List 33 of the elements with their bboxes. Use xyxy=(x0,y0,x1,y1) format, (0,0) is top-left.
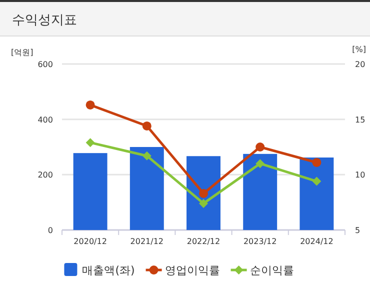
point xyxy=(256,159,265,168)
point xyxy=(142,121,152,130)
point xyxy=(199,188,208,198)
y2tick: 5 xyxy=(355,226,360,235)
xtick: 2024/12 xyxy=(300,237,334,246)
point xyxy=(86,100,95,110)
y2tick: 10 xyxy=(355,170,366,180)
y2tick: 20 xyxy=(355,60,366,69)
point xyxy=(256,142,265,152)
ytick: 600 xyxy=(38,60,53,69)
point xyxy=(312,158,322,167)
ytick: 200 xyxy=(38,170,53,180)
bar xyxy=(243,154,278,230)
legend-label: 순이익률 xyxy=(250,264,294,277)
legend-label: 영업이익률 xyxy=(164,264,220,277)
xtick: 2020/12 xyxy=(74,237,107,246)
legend-label: 매출액(좌) xyxy=(82,264,135,277)
xtick: 2021/12 xyxy=(130,237,164,246)
xtick: 2023/12 xyxy=(243,237,277,246)
bar xyxy=(300,158,334,230)
point xyxy=(312,176,322,186)
ytick: 400 xyxy=(38,115,53,124)
bar xyxy=(73,153,108,230)
xtick: 2022/12 xyxy=(186,237,220,246)
y2tick: 15 xyxy=(355,115,366,124)
ytick: 0 xyxy=(48,226,53,235)
bar xyxy=(130,147,164,230)
ylabel: [억원] xyxy=(11,48,34,57)
point xyxy=(199,198,208,208)
title: 수익성지표 xyxy=(12,13,77,28)
point xyxy=(142,151,152,160)
point xyxy=(86,138,95,148)
y2label: [%] xyxy=(352,45,366,54)
